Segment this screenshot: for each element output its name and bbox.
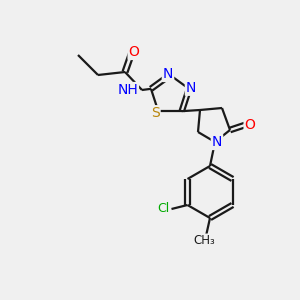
Text: NH: NH — [117, 83, 138, 97]
Text: Cl: Cl — [158, 202, 169, 215]
Text: O: O — [129, 45, 140, 59]
Text: N: N — [186, 81, 196, 95]
Text: O: O — [244, 118, 255, 132]
Text: N: N — [212, 135, 222, 149]
Text: S: S — [151, 106, 160, 120]
Text: N: N — [163, 67, 173, 81]
Text: CH₃: CH₃ — [193, 235, 215, 248]
